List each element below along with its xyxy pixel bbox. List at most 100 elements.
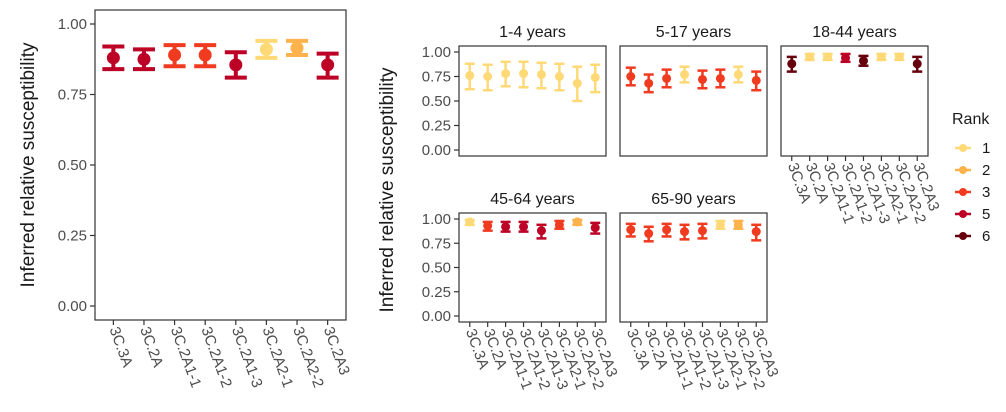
data-point <box>483 72 493 81</box>
data-point <box>680 70 690 80</box>
data-point <box>858 56 868 66</box>
data-point <box>751 75 761 85</box>
data-point <box>912 59 922 69</box>
facet-panel: 5-17 years <box>619 24 768 157</box>
panel-border <box>458 45 607 157</box>
y-tick-label: 0.00 <box>422 142 451 159</box>
legend-key-point <box>959 210 967 218</box>
y-tick-label: 0.75 <box>422 235 451 252</box>
data-point <box>823 52 833 62</box>
overall-susceptibility-plot: 0.00 0.25 0.50 0.75 1.00 3C.3A 3C.2A 3C.2A1-1 3C… <box>18 9 353 390</box>
data-point <box>751 227 761 237</box>
y-tick-label: 0.25 <box>58 228 87 245</box>
legend-key-point <box>959 232 967 240</box>
y-tick-label: 0.25 <box>422 284 451 301</box>
y-tick-label: 1.00 <box>422 211 451 228</box>
data-point <box>894 52 904 62</box>
legend-key-point <box>959 144 967 152</box>
y-tick-label: 0.75 <box>422 69 451 86</box>
data-point <box>290 41 304 55</box>
data-point <box>697 74 707 84</box>
data-point <box>106 51 120 65</box>
x-tick-label: 3C.2A <box>136 325 166 370</box>
data-point <box>644 78 654 88</box>
data-point <box>841 53 851 63</box>
y-axis-title: Inferred relative susceptibility <box>18 42 39 287</box>
data-point <box>501 69 511 79</box>
data-point <box>590 72 600 82</box>
data-point <box>787 59 797 69</box>
y-tick-label: 1.00 <box>422 44 451 61</box>
facet-title: 65-90 years <box>651 191 736 208</box>
data-point <box>519 222 529 232</box>
data-point <box>644 229 654 239</box>
data-point <box>259 42 273 56</box>
data-point <box>501 222 511 232</box>
data-point <box>680 227 690 237</box>
legend-label: 2 <box>982 162 990 179</box>
y-tick-label: 0.50 <box>58 157 87 174</box>
legend-label: 1 <box>982 140 990 157</box>
legend-label: 6 <box>982 228 990 245</box>
y-tick-label: 0.00 <box>58 298 87 315</box>
age-group-facets: 1-4 years 0.00 0.25 0.50 0.75 1.00 5-17 years 1… <box>377 24 943 392</box>
legend-label: 3 <box>982 184 990 201</box>
y-tick-label: 0.50 <box>422 260 451 277</box>
data-point <box>572 217 582 227</box>
data-point <box>198 48 212 62</box>
x-tick-label: 3C.2A3 <box>320 325 353 378</box>
y-tick-label: 1.00 <box>58 16 87 33</box>
facet-panel: 45-64 years0.000.250.500.751.003C.3A3C.2… <box>422 191 621 392</box>
facet-y-axis-title: Inferred relative susceptibility <box>377 67 398 312</box>
data-point <box>572 78 582 88</box>
data-point <box>876 52 886 62</box>
data-point <box>137 52 151 66</box>
x-tick-label: 3C.2A1-1 <box>167 325 205 390</box>
data-point <box>733 220 743 230</box>
data-point <box>168 48 182 62</box>
data-point <box>229 58 243 72</box>
facet-title: 1-4 years <box>499 24 566 41</box>
data-point <box>662 73 672 83</box>
data-point <box>554 72 564 81</box>
y-tick-label: 0.75 <box>58 87 87 104</box>
data-point <box>554 220 564 230</box>
facet-panel: 18-44 years3C.3A3C.2A3C.2A1-13C.2A1-23C.… <box>780 24 943 226</box>
panel-border <box>780 45 929 157</box>
y-tick-label: 0.00 <box>422 308 451 325</box>
data-point <box>321 58 335 72</box>
panel-border <box>94 9 347 321</box>
legend-title: Rank <box>952 111 990 128</box>
data-point <box>483 221 493 231</box>
data-point <box>519 69 529 79</box>
legend-label: 5 <box>982 206 990 223</box>
facet-title: 5-17 years <box>656 24 732 41</box>
rank-legend: Rank 1 2 3 5 6 <box>952 111 990 245</box>
data-point <box>536 226 546 236</box>
legend-key-point <box>959 188 967 196</box>
data-point <box>805 52 815 62</box>
legend-key-point <box>959 166 967 174</box>
facet-panel: 1-4 years 0.00 0.25 0.50 0.75 1.00 <box>422 24 607 159</box>
data-point <box>697 226 707 236</box>
y-tick-label: 0.25 <box>422 118 451 135</box>
facet-panel: 65-90 years3C.3A3C.2A3C.2A1-13C.2A1-23C.… <box>619 191 782 392</box>
data-point <box>733 70 743 80</box>
data-point <box>590 223 600 233</box>
data-point <box>626 72 636 81</box>
data-point <box>465 71 475 81</box>
data-point <box>536 70 546 80</box>
panel-border <box>619 212 768 323</box>
data-point <box>465 217 475 227</box>
facet-title: 45-64 years <box>490 191 575 208</box>
data-point <box>662 225 672 235</box>
x-tick-label: 3C.3A <box>106 325 136 370</box>
panel-border <box>458 212 607 323</box>
data-point <box>626 225 636 235</box>
y-tick-label: 0.50 <box>422 93 451 110</box>
data-point <box>715 220 725 230</box>
data-point <box>715 73 725 83</box>
facet-title: 18-44 years <box>812 24 897 41</box>
panel-border <box>619 45 768 157</box>
